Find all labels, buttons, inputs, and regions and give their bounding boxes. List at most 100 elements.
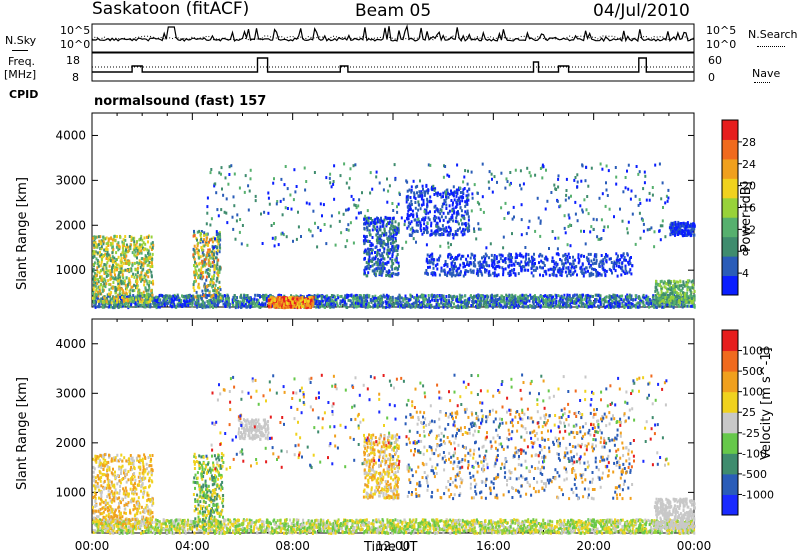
echo-cell	[117, 241, 119, 244]
echo-cell	[513, 295, 515, 298]
colorbar-tick-label: 16	[742, 202, 756, 215]
echo-cell	[445, 207, 447, 210]
echo-cell	[576, 294, 578, 297]
echo-cell	[139, 243, 141, 246]
echo-cell	[122, 247, 124, 250]
echo-cell	[201, 260, 203, 263]
echo-cell	[529, 300, 531, 303]
echo-cell	[125, 262, 127, 265]
colorbar-tick-label: 24	[742, 158, 756, 171]
echo-cell	[589, 266, 591, 269]
echo-cell	[100, 269, 102, 272]
echo-cell	[598, 305, 600, 308]
echo-cell	[152, 280, 154, 283]
freq-trace	[92, 58, 694, 72]
echo-cell	[143, 258, 145, 261]
echo-cell	[144, 236, 146, 239]
echo-cell	[383, 250, 385, 253]
echo-cell	[236, 302, 238, 305]
colorbar-cell	[722, 120, 738, 140]
echo-cell	[386, 294, 388, 297]
echo-cell	[346, 306, 348, 309]
echo-cell	[450, 229, 452, 232]
echo-cell	[539, 295, 541, 298]
echo-cell	[391, 275, 393, 278]
echo-cell	[459, 306, 461, 309]
colorbar-cell	[722, 237, 738, 257]
echo-cell	[203, 234, 205, 237]
echo-cell	[457, 212, 459, 215]
echo-cell	[639, 305, 641, 308]
echo-cell	[400, 304, 402, 307]
echo-cell	[431, 188, 433, 191]
echo-cell	[463, 230, 465, 233]
echo-cell	[434, 306, 436, 309]
echo-cell	[334, 296, 336, 299]
echo-cell	[216, 280, 218, 283]
echo-cell	[383, 241, 385, 244]
echo-cell	[106, 237, 108, 240]
echo-cell	[461, 231, 463, 234]
colorbar-cell	[722, 198, 738, 218]
echo-cell	[213, 303, 215, 306]
echo-cell	[513, 268, 515, 271]
echo-cell	[427, 212, 429, 215]
echo-cell	[259, 306, 261, 309]
echo-cell	[652, 296, 654, 299]
echo-cell	[585, 295, 587, 298]
echo-cell	[427, 304, 429, 307]
echo-cell	[383, 234, 385, 237]
echo-cell	[373, 225, 375, 228]
echo-cell	[206, 236, 208, 239]
echo-cell	[207, 305, 209, 308]
echo-cell	[435, 264, 437, 267]
echo-cell	[522, 300, 524, 303]
echo-cell	[353, 299, 355, 302]
echo-cell	[566, 294, 568, 297]
echo-cell	[506, 303, 508, 306]
echo-cell	[487, 301, 489, 304]
echo-cell	[200, 246, 202, 249]
echo-cell	[319, 305, 321, 308]
echo-cell	[216, 246, 218, 249]
echo-cell	[181, 294, 183, 297]
echo-cell	[417, 298, 419, 301]
echo-cell	[623, 305, 625, 308]
echo-cell	[137, 252, 139, 255]
echo-cell	[379, 267, 381, 270]
echo-cell	[394, 273, 396, 276]
echo-cell	[142, 278, 144, 281]
echo-cell	[581, 302, 583, 305]
echo-cell	[141, 263, 143, 266]
echo-cell	[393, 231, 395, 234]
echo-cell	[494, 295, 496, 298]
colorbar-tick-label: 12	[742, 223, 756, 236]
echo-cell	[439, 219, 441, 222]
echo-cell	[566, 274, 568, 277]
echo-cell	[538, 303, 540, 306]
echo-cell	[326, 303, 328, 306]
echo-cell	[98, 243, 100, 246]
echo-cell	[125, 291, 127, 294]
y-tick-label: 1000	[55, 263, 86, 277]
echo-cell	[136, 240, 138, 243]
echo-cell	[555, 300, 557, 303]
echo-cell	[368, 248, 370, 251]
echo-cell	[118, 274, 120, 277]
echo-cell	[377, 306, 379, 309]
echo-cell	[459, 227, 461, 230]
echo-cell	[304, 300, 306, 303]
echo-cell	[456, 298, 458, 301]
echo-cell	[229, 306, 231, 309]
echo-cell	[112, 276, 114, 279]
echo-cell	[98, 303, 100, 306]
echo-cell	[208, 275, 210, 278]
echo-cell	[144, 300, 146, 303]
echo-cell	[108, 283, 110, 286]
echo-cell	[383, 295, 385, 298]
echo-cell	[143, 294, 145, 297]
echo-cell	[579, 301, 581, 304]
echo-cell	[200, 269, 202, 272]
echo-cell	[449, 193, 451, 196]
echo-cell	[414, 306, 416, 309]
